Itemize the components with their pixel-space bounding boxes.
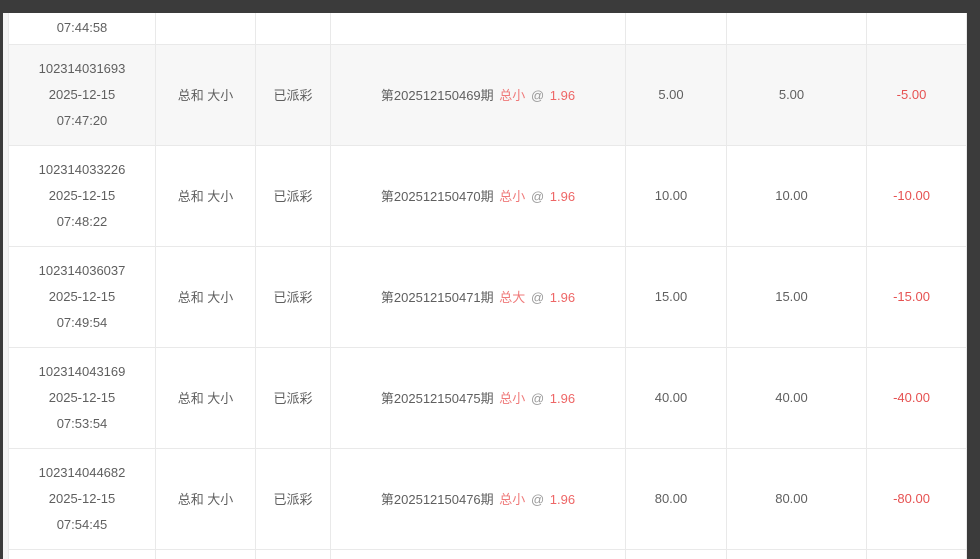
order-time: 07:49:54 [56,314,108,330]
order-time: 07:48:22 [56,213,108,229]
at-symbol: @ [530,492,545,507]
status-cell [255,548,331,559]
order-number: 102314044682 [38,464,126,480]
order-date: 2025-12-15 [48,389,116,405]
order-number: 102314031693 [38,60,126,76]
order-date: 2025-12-15 [48,86,116,102]
order-date: 2025-12-15 [48,490,116,506]
valid-amount-cell: 10.00 [726,144,867,247]
order-datetime-cell: 102314044682 2025-12-15 07:54:45 [8,447,156,550]
issue-number: 第202512150469期 [380,88,494,103]
detail-cell [330,548,626,559]
detail-cell [330,13,626,45]
bet-amount-cell: 80.00 [625,447,727,550]
valid-amount-cell: 15.00 [726,245,867,348]
at-symbol: @ [530,391,545,406]
result-amount-cell: -40.00 [866,346,967,449]
bet-amount-cell: 5.00 [625,43,727,146]
pick-option: 总大 [499,290,526,305]
valid-amount-cell [726,13,867,45]
bet-amount-cell: 40.00 [625,346,727,449]
at-symbol: @ [530,290,545,305]
odds-value: 1.96 [549,290,576,305]
at-symbol: @ [530,189,545,204]
table-row: 102314031693 2025-12-15 07:47:20 总和 大小 已… [8,43,967,146]
order-number: 102314033226 [38,161,126,177]
result-amount-cell: -10.00 [866,144,967,247]
status-cell: 已派彩 [255,245,331,348]
detail-cell: 第202512150470期 总小 @ 1.96 [330,144,626,247]
order-datetime-cell: 07:44:58 [8,13,156,45]
result-amount-cell: -80.00 [866,447,967,550]
issue-number: 第202512150471期 [380,290,494,305]
table-row-partial-bottom [8,548,967,559]
play-type-cell: 总和 大小 [155,43,256,146]
result-amount-cell [866,13,967,45]
order-number: 102314036037 [38,262,126,278]
play-type-cell [155,548,256,559]
order-datetime-cell: 102314033226 2025-12-15 07:48:22 [8,144,156,247]
valid-amount-cell [726,548,867,559]
issue-number: 第202512150475期 [380,391,494,406]
at-symbol: @ [530,88,545,103]
order-datetime-cell: 102314036037 2025-12-15 07:49:54 [8,245,156,348]
detail-cell: 第202512150469期 总小 @ 1.96 [330,43,626,146]
status-cell: 已派彩 [255,346,331,449]
order-number: 102314043169 [38,363,126,379]
table-row-partial-top: 07:44:58 [8,13,967,45]
detail-cell: 第202512150471期 总大 @ 1.96 [330,245,626,348]
status-cell: 已派彩 [255,144,331,247]
table-row: 102314036037 2025-12-15 07:49:54 总和 大小 已… [8,245,967,348]
order-date: 2025-12-15 [48,288,116,304]
odds-value: 1.96 [549,189,576,204]
odds-value: 1.96 [549,88,576,103]
valid-amount-cell: 5.00 [726,43,867,146]
bet-amount-cell: 10.00 [625,144,727,247]
dark-frame-top-bar [0,0,980,13]
play-type-cell: 总和 大小 [155,447,256,550]
order-time: 07:47:20 [56,112,108,128]
status-cell: 已派彩 [255,447,331,550]
play-type-cell: 总和 大小 [155,144,256,247]
order-time: 07:53:54 [56,415,108,431]
odds-value: 1.96 [549,391,576,406]
order-time: 07:44:58 [56,20,108,36]
status-cell [255,13,331,45]
detail-cell: 第202512150475期 总小 @ 1.96 [330,346,626,449]
bet-amount-cell [625,13,727,45]
order-datetime-cell: 102314031693 2025-12-15 07:47:20 [8,43,156,146]
odds-value: 1.96 [549,492,576,507]
pick-option: 总小 [499,88,526,103]
result-amount-cell [866,548,967,559]
valid-amount-cell: 80.00 [726,447,867,550]
pick-option: 总小 [499,492,526,507]
content-panel: 07:44:58 102314031693 2025-12-15 07:47:2… [3,13,967,559]
play-type-cell: 总和 大小 [155,346,256,449]
result-amount-cell: -15.00 [866,245,967,348]
result-amount-cell: -5.00 [866,43,967,146]
issue-number: 第202512150476期 [380,492,494,507]
table-row: 102314044682 2025-12-15 07:54:45 总和 大小 已… [8,447,967,550]
order-time: 07:54:45 [56,516,108,532]
order-datetime-cell [8,548,156,559]
issue-number: 第202512150470期 [380,189,494,204]
play-type-cell [155,13,256,45]
pick-option: 总小 [499,189,526,204]
valid-amount-cell: 40.00 [726,346,867,449]
order-datetime-cell: 102314043169 2025-12-15 07:53:54 [8,346,156,449]
status-cell: 已派彩 [255,43,331,146]
bet-history-table: 07:44:58 102314031693 2025-12-15 07:47:2… [8,13,967,559]
order-date: 2025-12-15 [48,187,116,203]
pick-option: 总小 [499,391,526,406]
play-type-cell: 总和 大小 [155,245,256,348]
detail-cell: 第202512150476期 总小 @ 1.96 [330,447,626,550]
table-row: 102314043169 2025-12-15 07:53:54 总和 大小 已… [8,346,967,449]
table-row: 102314033226 2025-12-15 07:48:22 总和 大小 已… [8,144,967,247]
bet-amount-cell: 15.00 [625,245,727,348]
bet-amount-cell [625,548,727,559]
